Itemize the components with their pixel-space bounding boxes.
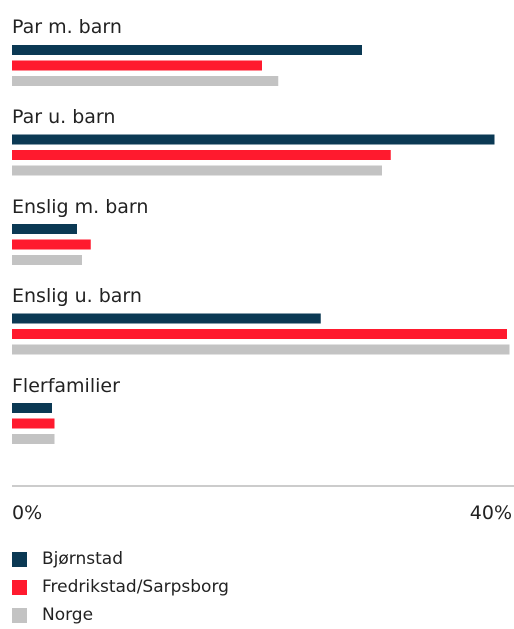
bar [12,134,495,145]
category-label: Par u. barn [12,106,115,128]
bar [12,418,55,429]
legend-item: Fredrikstad/Sarpsborg [12,573,229,601]
legend-swatch [12,579,27,595]
legend-item: Bjørnstad [12,545,229,573]
x-tick-label: 0% [12,502,42,524]
bar [12,45,362,55]
bar [12,255,82,265]
legend-label: Fredrikstad/Sarpsborg [42,577,229,597]
category-label: Enslig u. barn [12,285,142,307]
bar-chart: Par m. barn Par u. barn Enslig m. barn E… [12,16,514,524]
bar [12,76,279,86]
bar [12,403,52,413]
category-label: Enslig m. barn [12,196,148,218]
bar [12,239,91,250]
legend-swatch [12,551,27,567]
bar [12,60,262,71]
bar [12,344,510,355]
legend-label: Norge [42,605,94,625]
legend-item: Norge [12,601,229,629]
legend-swatch [12,607,27,623]
bar [12,313,321,324]
category-label: Flerfamilier [12,375,120,397]
bar [12,165,382,176]
bar [12,224,77,234]
legend: Bjørnstad Fredrikstad/Sarpsborg Norge [12,545,229,629]
legend-label: Bjørnstad [42,549,123,569]
x-tick-label: 40% [470,502,512,524]
category-label: Par m. barn [12,16,122,38]
bar [12,329,507,339]
bar [12,150,391,160]
bar [12,434,55,444]
